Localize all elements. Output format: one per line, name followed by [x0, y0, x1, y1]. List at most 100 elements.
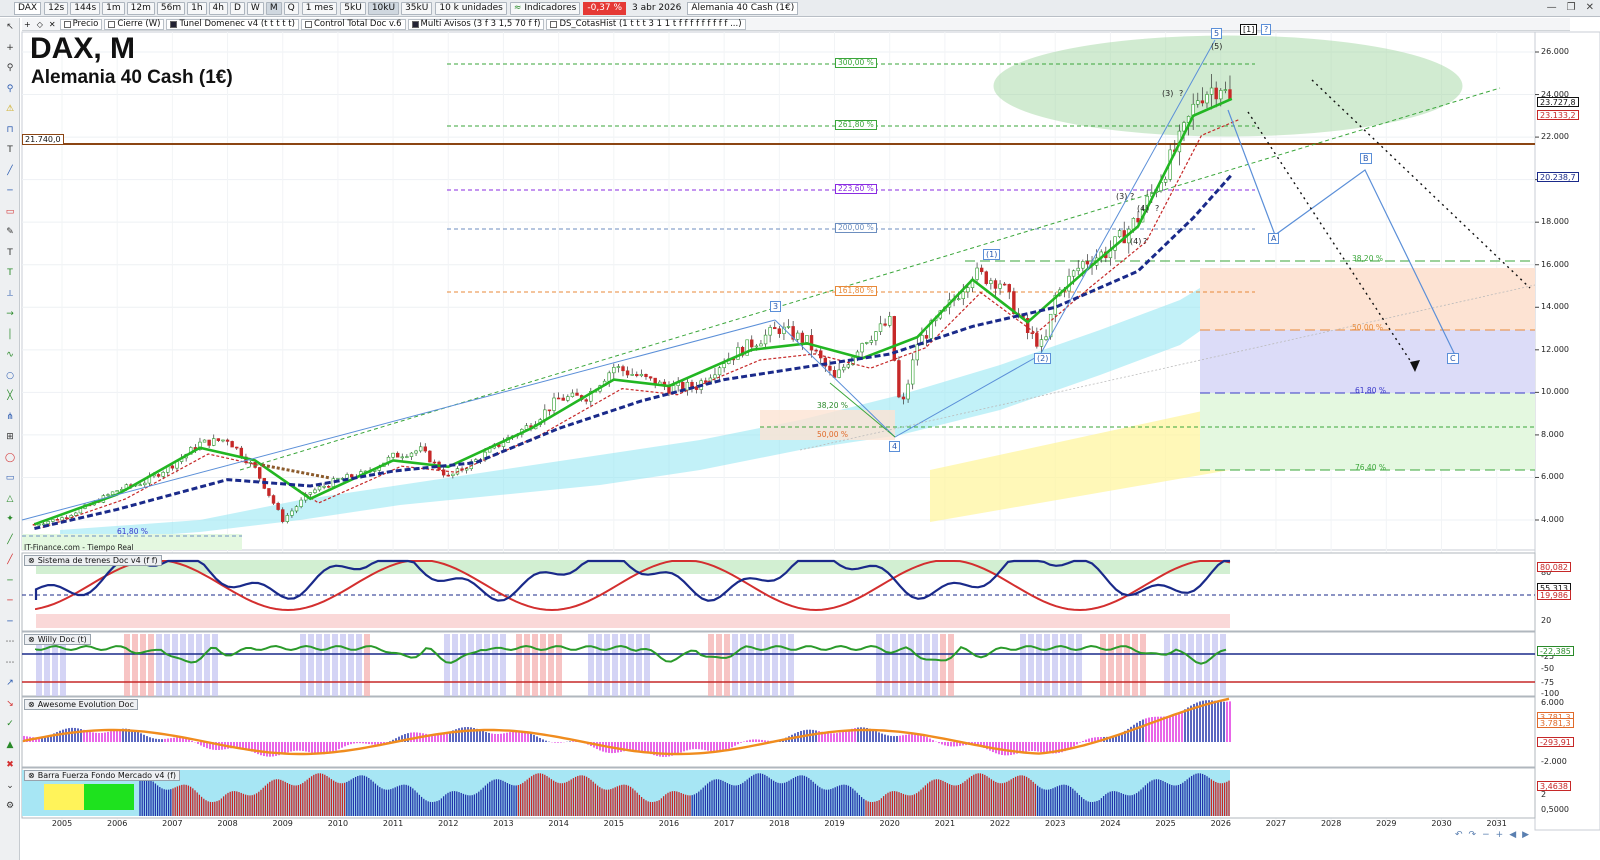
pane-title[interactable]: ⊗ Barra Fuerza Fondo Mercado v4 (f) [24, 770, 181, 781]
crosshair-icon[interactable]: + [6, 42, 14, 53]
wave-label[interactable]: ? [1179, 89, 1184, 98]
triangle-icon[interactable]: △ [6, 493, 14, 504]
wave-label[interactable]: (1) [983, 249, 1001, 260]
timeframe-1m[interactable]: 1m [102, 1, 125, 15]
study-item[interactable]: Precio [59, 18, 103, 30]
delete-icon[interactable]: ✖ [6, 760, 14, 770]
timeframe-12s[interactable]: 12s [44, 1, 69, 15]
indicators-button[interactable]: ≈ Indicadores [509, 1, 581, 15]
period-select[interactable]: 1 mes [301, 1, 338, 15]
pencil-icon[interactable]: ✎ [6, 227, 14, 237]
brush-icon[interactable]: ✦ [6, 514, 14, 524]
check-icon[interactable]: ✓ [6, 719, 14, 729]
redo-icon[interactable]: ↷ [1468, 830, 1477, 840]
close-pane-icon[interactable]: ⊗ [28, 700, 35, 709]
gann-icon[interactable]: ╳ [7, 391, 13, 401]
close-icon[interactable]: ✕ [1585, 2, 1594, 13]
arrow-icon[interactable]: → [6, 309, 14, 319]
close-pane-icon[interactable]: ⊗ [28, 771, 35, 780]
ray-icon[interactable]: ─ [7, 575, 13, 586]
timeframe-1h[interactable]: 1h [187, 1, 207, 15]
dots-icon[interactable]: ⋯ [5, 637, 15, 647]
vline-icon[interactable]: │ [7, 329, 13, 340]
arrows-icon[interactable]: ↗ [6, 678, 14, 688]
study-checkbox[interactable] [411, 20, 419, 28]
study-checkbox[interactable] [550, 20, 558, 28]
text-tool-icon[interactable]: T [7, 145, 13, 155]
label-icon[interactable]: T [7, 247, 13, 258]
timeframe-m[interactable]: M [265, 1, 282, 15]
dots2-icon[interactable]: ⋯ [5, 657, 15, 668]
timeframe-q[interactable]: Q [283, 1, 299, 15]
ruler-icon[interactable]: ⟂ [6, 288, 13, 299]
wave-label[interactable]: [1] [1240, 24, 1258, 35]
wave-label[interactable]: 3 [770, 301, 782, 312]
timeframe-12m[interactable]: 12m [126, 1, 155, 15]
wave-label[interactable]: (5) [1211, 42, 1223, 51]
zoom-area-icon[interactable]: ⚲ [6, 83, 14, 94]
study-checkbox[interactable] [304, 20, 312, 28]
toggle-studies-icon[interactable]: ◇ [36, 19, 43, 29]
timeframe-d[interactable]: D [229, 1, 245, 15]
study-checkbox[interactable] [108, 20, 116, 28]
remove-study-icon[interactable]: ✕ [48, 19, 56, 29]
thumb-icon[interactable]: ▲ [6, 739, 14, 750]
restore-icon[interactable]: ❐ [1566, 2, 1576, 13]
magnet-icon[interactable]: ⊓ [6, 124, 14, 135]
pitchfork-icon[interactable]: ⋔ [6, 411, 14, 422]
ray2-icon[interactable]: ─ [7, 596, 13, 606]
study-item[interactable]: Multi Avisos (3 f 3 1,5 70 f f) [407, 18, 545, 30]
timeframe-4h[interactable]: 4h [208, 1, 228, 15]
wave-label[interactable]: ? [1143, 237, 1148, 246]
unit-10ku[interactable]: 10kU [367, 1, 400, 15]
zoom-out-icon[interactable]: − [1482, 830, 1490, 840]
wave-label[interactable]: (2) [1034, 353, 1052, 364]
add-study-icon[interactable]: + [24, 19, 31, 29]
trendline-icon[interactable]: ╱ [7, 165, 13, 176]
wave-label[interactable]: ? [1130, 192, 1135, 201]
timeframe-56m[interactable]: 56m [156, 1, 186, 15]
wave-label[interactable]: (4) [1137, 204, 1149, 213]
ellipse-icon[interactable]: ◯ [4, 452, 16, 463]
unit-35ku[interactable]: 35kU [401, 1, 433, 15]
undo-icon[interactable]: ↶ [1455, 830, 1463, 840]
wave-label[interactable]: (3) [1162, 89, 1174, 98]
wave-label[interactable]: ? [1261, 24, 1272, 35]
minimize-icon[interactable]: — [1546, 2, 1557, 13]
hline-icon[interactable]: ─ [7, 186, 13, 196]
symbol-select[interactable]: DAX [14, 1, 42, 15]
close-pane-icon[interactable]: ⊗ [28, 556, 35, 565]
units-select[interactable]: 10 k unidades [435, 1, 507, 15]
cursor-icon[interactable]: ↖ [6, 22, 14, 32]
zoom-icon[interactable]: ⚲ [6, 63, 14, 73]
wave-label[interactable]: ? [1155, 204, 1160, 213]
channel-icon[interactable]: ▭ [5, 206, 15, 217]
settings-icon[interactable]: ⚙ [5, 801, 15, 811]
line2-icon[interactable]: ╱ [7, 555, 13, 565]
timeframe-144s[interactable]: 144s [70, 1, 101, 15]
unit-5ku[interactable]: 5kU [340, 1, 366, 15]
wave-label[interactable]: C [1447, 353, 1459, 364]
wave-label[interactable]: 5 [1211, 28, 1223, 39]
study-item[interactable]: Tunel Domenec v4 (t t t t t) [166, 18, 299, 30]
scroll-back-icon[interactable]: ◀ [1509, 830, 1517, 840]
measure-icon[interactable]: ⊞ [6, 432, 14, 442]
arrows2-icon[interactable]: ↘ [6, 698, 14, 709]
pane-title[interactable]: ⊗ Awesome Evolution Doc [24, 699, 138, 710]
cycle-icon[interactable]: ○ [6, 370, 14, 381]
wave-label[interactable]: A [1268, 233, 1280, 244]
alert-icon[interactable]: ⚠ [5, 104, 15, 114]
hline2-icon[interactable]: ─ [7, 616, 13, 627]
close-pane-icon[interactable]: ⊗ [28, 635, 35, 644]
rect-icon[interactable]: ▭ [5, 473, 15, 483]
wave-label[interactable]: (4) [1130, 237, 1142, 246]
study-item[interactable]: Cierre (W) [104, 18, 165, 30]
pane-title[interactable]: ⊗ Sistema de trenes Doc v4 (f f) [24, 555, 162, 566]
timeframe-w[interactable]: W [246, 1, 264, 15]
wave-label[interactable]: (3) [1116, 192, 1128, 201]
study-checkbox[interactable] [170, 20, 178, 28]
pane-title[interactable]: ⊗ Willy Doc (t) [24, 634, 91, 645]
study-checkbox[interactable] [63, 20, 71, 28]
more-icon[interactable]: ⌄ [6, 780, 14, 791]
